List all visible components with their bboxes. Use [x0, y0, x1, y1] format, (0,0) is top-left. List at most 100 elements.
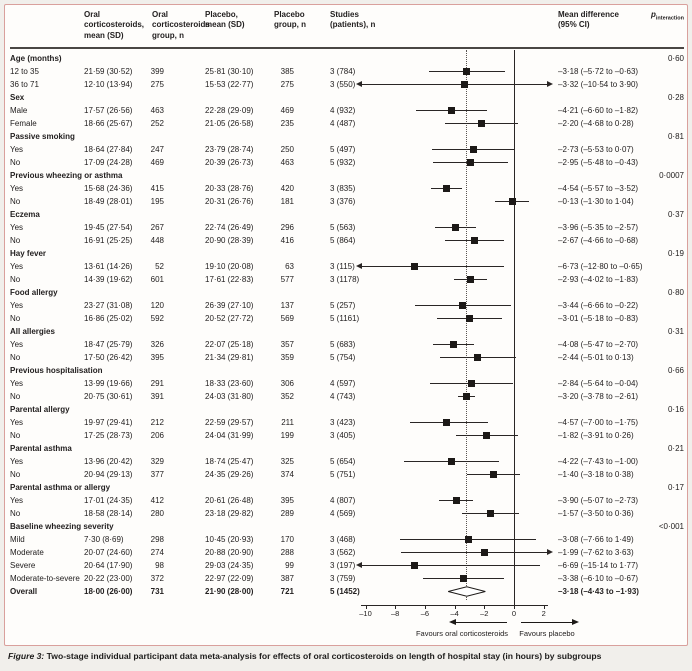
placebo-mean-cell: 20·33 (28·76)	[205, 184, 254, 193]
favours-left-arrow-line	[456, 622, 507, 623]
subgroup-label: Food allergy	[10, 288, 58, 297]
point-estimate-marker	[480, 549, 488, 556]
axis-tick-mark	[543, 605, 545, 609]
forest-row: No 17·25 (28·73) 206 24·04 (31·99) 199 3 (405…	[0, 429, 692, 442]
subgroup-label: Parental asthma	[10, 444, 72, 453]
figure-caption-text: Two-stage individual participant data me…	[44, 651, 602, 661]
mean-difference-cell: –2·95 (–5·48 to –0·43)	[558, 158, 639, 167]
placebo-n-cell: 306	[280, 379, 294, 388]
p-interaction-value: 0·37	[667, 210, 684, 219]
oral-n-cell: 275	[150, 80, 164, 89]
placebo-mean-cell: 22·28 (29·09)	[205, 106, 254, 115]
subgroup-label: Yes	[10, 418, 24, 427]
placebo-n-cell: 463	[280, 158, 294, 167]
oral-mean-cell: 13·61 (14·26)	[84, 262, 133, 271]
placebo-mean-cell: 17·61 (22·83)	[205, 275, 254, 284]
oral-mean-cell: 19·97 (29·41)	[84, 418, 133, 427]
confidence-interval-line	[362, 84, 547, 85]
ci-left-arrow-icon	[356, 81, 362, 87]
forest-row: Moderate-to-severe 20·22 (23·00) 372 22·97 …	[0, 572, 692, 585]
mean-difference-cell: –3·32 (–10·54 to 3·90)	[558, 80, 639, 89]
placebo-mean-cell: 20·90 (28·39)	[205, 236, 254, 245]
studies-cell: 5 (1161)	[330, 314, 360, 323]
oral-n-cell: 280	[150, 509, 164, 518]
p-interaction-value: 0·0007	[659, 171, 684, 180]
forest-row: Yes 18·64 (27·84) 247 23·79 (28·74) 250 5 (49…	[0, 143, 692, 156]
column-header-placebo-n: Placebo group, n	[274, 10, 306, 30]
subgroup-header-row: Hay fever 0·19	[0, 247, 692, 260]
mean-difference-cell: –3·01 (–5·18 to –0·83)	[558, 314, 639, 323]
oral-mean-cell: 7·30 (8·69)	[84, 535, 124, 544]
oral-n-cell: 377	[150, 470, 164, 479]
placebo-n-cell: 374	[280, 470, 294, 479]
figure-caption: Figure 3: Two-stage individual participa…	[8, 651, 688, 661]
p-interaction-value: 0·80	[667, 288, 684, 297]
forest-row: Yes 23·27 (31·08) 120 26·39 (27·10) 137 5 (25…	[0, 299, 692, 312]
table-rows: Age (months) 0·60 12 to 35 21·59 (30·52) 399…	[0, 52, 692, 598]
p-interaction-value: 0·17	[667, 483, 684, 492]
oral-mean-cell: 13·99 (19·66)	[84, 379, 133, 388]
forest-row: Moderate 20·07 (24·60) 274 20·88 (20·90) 288…	[0, 546, 692, 559]
placebo-n-cell: 387	[280, 574, 294, 583]
subgroup-header-row: Passive smoking 0·81	[0, 130, 692, 143]
mean-difference-cell: –1·57 (–3·50 to 0·36)	[558, 509, 634, 518]
oral-n-cell: 448	[150, 236, 164, 245]
p-interaction-value: 0·19	[667, 249, 684, 258]
studies-cell: 3 (405)	[330, 431, 356, 440]
p-label: p	[650, 10, 656, 19]
studies-cell: 4 (487)	[330, 119, 356, 128]
oral-mean-cell: 17·09 (24·28)	[84, 158, 133, 167]
placebo-n-cell: 359	[280, 353, 294, 362]
placebo-mean-cell: 25·81 (30·10)	[205, 67, 254, 76]
studies-cell: 4 (597)	[330, 379, 356, 388]
p-interaction-value: 0·21	[667, 444, 684, 453]
placebo-mean-cell: 29·03 (24·35)	[205, 561, 254, 570]
p-interaction-value: 0·16	[667, 405, 684, 414]
column-header-studies: Studies (patients), n	[330, 10, 376, 30]
subgroup-label: No	[10, 392, 21, 401]
placebo-n-cell: 289	[280, 509, 294, 518]
point-estimate-marker	[483, 432, 491, 439]
placebo-mean-cell: 22·97 (22·09)	[205, 574, 254, 583]
axis-tick-mark	[365, 605, 367, 609]
oral-mean-cell: 18·64 (27·84)	[84, 145, 133, 154]
point-estimate-marker	[443, 185, 451, 192]
placebo-n-cell: 721	[280, 587, 294, 596]
studies-cell: 3 (1178)	[330, 275, 360, 284]
placebo-n-cell: 469	[280, 106, 294, 115]
oral-n-cell: 120	[150, 301, 164, 310]
point-estimate-marker	[489, 471, 497, 478]
column-header-oral-mean: Oral corticosteroids, mean (SD)	[84, 10, 145, 40]
placebo-n-cell: 181	[280, 197, 294, 206]
forest-row: Overall 18·00 (26·00) 731 21·90 (28·00) 721 5…	[0, 585, 692, 598]
forest-row: Yes 19·45 (27·54) 267 22·74 (26·49) 296 5 (56…	[0, 221, 692, 234]
subgroup-label: No	[10, 353, 21, 362]
oral-n-cell: 247	[150, 145, 164, 154]
subgroup-label: No	[10, 431, 21, 440]
point-estimate-marker	[447, 107, 455, 114]
zero-reference-line	[514, 50, 515, 605]
subgroup-label: No	[10, 509, 21, 518]
overall-diamond-marker	[448, 586, 486, 597]
x-axis-line	[361, 605, 548, 606]
oral-n-cell: 391	[150, 392, 164, 401]
oral-mean-cell: 15·68 (24·36)	[84, 184, 133, 193]
axis-tick-label: 2	[541, 609, 546, 618]
placebo-n-cell: 416	[280, 236, 294, 245]
subgroup-label: All allergies	[10, 327, 55, 336]
subgroup-label: Female	[10, 119, 37, 128]
oral-n-cell: 731	[150, 587, 164, 596]
studies-cell: 5 (563)	[330, 223, 356, 232]
forest-row: Severe 20·64 (17·90) 98 29·03 (24·35) 99 3 (1…	[0, 559, 692, 572]
oral-mean-cell: 17·25 (28·73)	[84, 431, 133, 440]
oral-mean-cell: 20·94 (29·13)	[84, 470, 133, 479]
mean-difference-cell: –2·84 (–5·64 to –0·04)	[558, 379, 639, 388]
point-estimate-marker	[442, 419, 450, 426]
mean-difference-cell: –3·18 (–4·43 to –1·93)	[558, 587, 639, 596]
studies-cell: 3 (759)	[330, 574, 356, 583]
subgroup-label: Yes	[10, 457, 24, 466]
oral-mean-cell: 16·91 (25·25)	[84, 236, 133, 245]
subgroup-header-row: Age (months) 0·60	[0, 52, 692, 65]
point-estimate-marker	[447, 458, 455, 465]
axis-tick-mark	[424, 605, 426, 609]
